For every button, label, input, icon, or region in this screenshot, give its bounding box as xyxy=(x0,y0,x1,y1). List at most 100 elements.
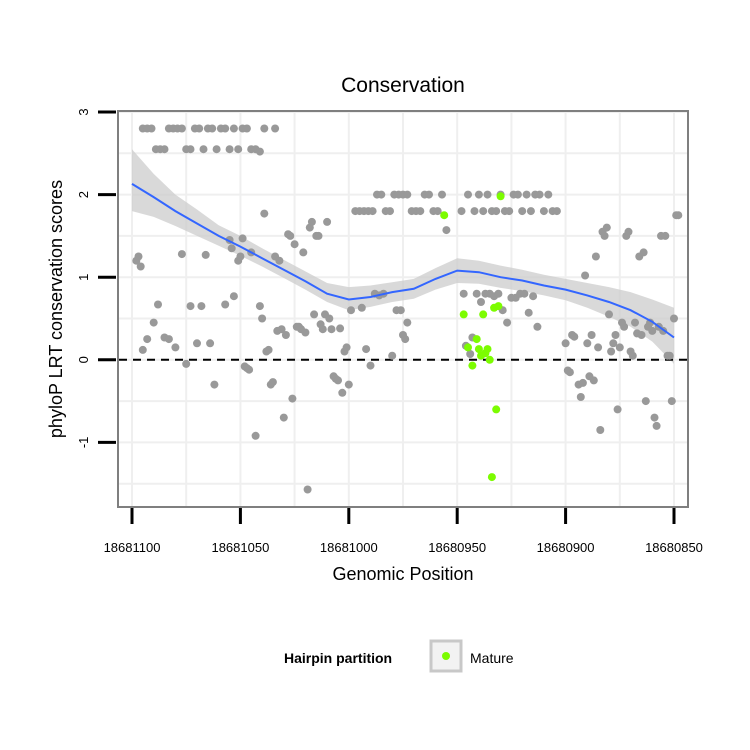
data-point-other xyxy=(186,302,195,311)
data-point-other xyxy=(535,190,544,199)
chart-title: Conservation xyxy=(341,74,465,97)
data-point-mature xyxy=(494,302,503,311)
data-point-other xyxy=(271,124,280,133)
data-point-other xyxy=(670,314,678,323)
data-point-other xyxy=(494,289,503,298)
y-axis: -1 0 1 2 3 xyxy=(76,108,116,448)
data-point-other xyxy=(288,394,297,403)
data-point-other xyxy=(210,380,219,389)
data-point-other xyxy=(667,397,676,406)
data-point-mature xyxy=(496,192,505,201)
y-tick-label: -1 xyxy=(76,437,91,449)
data-point-other xyxy=(290,240,299,249)
data-point-other xyxy=(613,405,622,414)
data-point-other xyxy=(138,345,147,354)
data-point-other xyxy=(199,145,208,154)
data-point-other xyxy=(227,244,236,253)
data-point-other xyxy=(539,207,548,216)
data-point-other xyxy=(281,331,290,339)
data-point-other xyxy=(661,231,670,240)
x-tick-label: 18681050 xyxy=(211,540,269,555)
data-point-mature xyxy=(492,405,501,414)
data-point-other xyxy=(576,393,585,401)
data-point-other xyxy=(581,271,590,280)
data-point-other xyxy=(154,300,162,309)
data-point-other xyxy=(366,361,375,370)
data-point-other xyxy=(177,124,186,133)
data-point-other xyxy=(416,207,425,216)
data-point-other xyxy=(221,300,230,309)
data-point-other xyxy=(565,368,574,377)
legend: Hairpin partition Mature xyxy=(284,639,514,673)
data-point-other xyxy=(466,350,475,358)
data-point-other xyxy=(583,339,592,348)
data-point-other xyxy=(609,339,618,348)
data-point-other xyxy=(206,339,215,348)
x-tick-label: 18680900 xyxy=(537,540,595,555)
data-point-other xyxy=(221,124,230,133)
legend-title: Hairpin partition xyxy=(284,650,392,666)
data-point-other xyxy=(236,252,245,261)
data-point-other xyxy=(522,190,531,199)
data-point-other xyxy=(195,124,204,133)
x-axis-title: Genomic Position xyxy=(332,564,473,584)
data-point-other xyxy=(143,335,152,344)
data-point-other xyxy=(197,302,206,311)
data-point-other xyxy=(368,207,377,216)
legend-key-mature xyxy=(429,639,463,673)
data-point-other xyxy=(229,124,238,133)
data-point-other xyxy=(260,209,269,218)
x-tick-label: 18680950 xyxy=(428,540,486,555)
data-point-other xyxy=(665,351,674,360)
y-tick-label: 3 xyxy=(76,108,91,115)
data-point-other xyxy=(325,314,334,323)
legend-label-mature: Mature xyxy=(470,650,514,666)
data-point-other xyxy=(268,378,277,387)
data-point-other xyxy=(201,250,210,259)
data-point-other xyxy=(301,328,310,337)
data-point-other xyxy=(472,289,481,298)
data-point-other xyxy=(526,207,535,216)
x-tick-label: 18680850 xyxy=(645,540,703,555)
data-point-other xyxy=(470,207,479,216)
data-point-other xyxy=(591,252,600,261)
data-point-mature xyxy=(464,343,472,352)
data-point-other xyxy=(164,335,173,344)
y-tick-label: 1 xyxy=(76,274,91,281)
x-tick-label: 18681100 xyxy=(104,540,161,555)
data-point-other xyxy=(464,190,472,199)
data-point-other xyxy=(303,485,312,494)
data-point-other xyxy=(587,331,596,339)
data-point-other xyxy=(342,343,351,352)
data-point-other xyxy=(631,318,639,327)
data-point-other xyxy=(264,345,273,354)
y-tick-label: 2 xyxy=(76,191,91,198)
data-point-mature xyxy=(479,310,488,319)
smooth-fit-line xyxy=(131,183,675,339)
data-point-other xyxy=(403,190,412,199)
x-axis: 18681100 18681050 18681000 18680950 18680900… xyxy=(104,508,703,555)
data-point-other xyxy=(212,145,221,154)
data-point-other xyxy=(425,190,433,199)
data-point-other xyxy=(251,431,260,440)
data-point-other xyxy=(177,250,186,259)
data-point-other xyxy=(620,322,629,331)
data-point-other xyxy=(323,217,332,226)
data-point-other xyxy=(238,234,247,243)
data-point-other xyxy=(149,318,158,327)
data-point-other xyxy=(674,211,683,220)
data-point-other xyxy=(147,124,156,133)
data-point-other xyxy=(225,145,234,154)
data-point-other xyxy=(529,292,538,301)
data-point-other xyxy=(533,322,542,331)
smooth-line-layer xyxy=(131,183,675,339)
data-point-other xyxy=(605,310,613,319)
data-point-other xyxy=(396,306,405,315)
data-point-other xyxy=(477,298,485,306)
data-point-other xyxy=(594,343,603,352)
data-point-other xyxy=(474,190,483,199)
x-tick-label: 18681000 xyxy=(320,540,378,555)
data-point-other xyxy=(596,426,605,434)
data-point-other xyxy=(648,326,657,335)
data-point-other xyxy=(318,325,327,334)
